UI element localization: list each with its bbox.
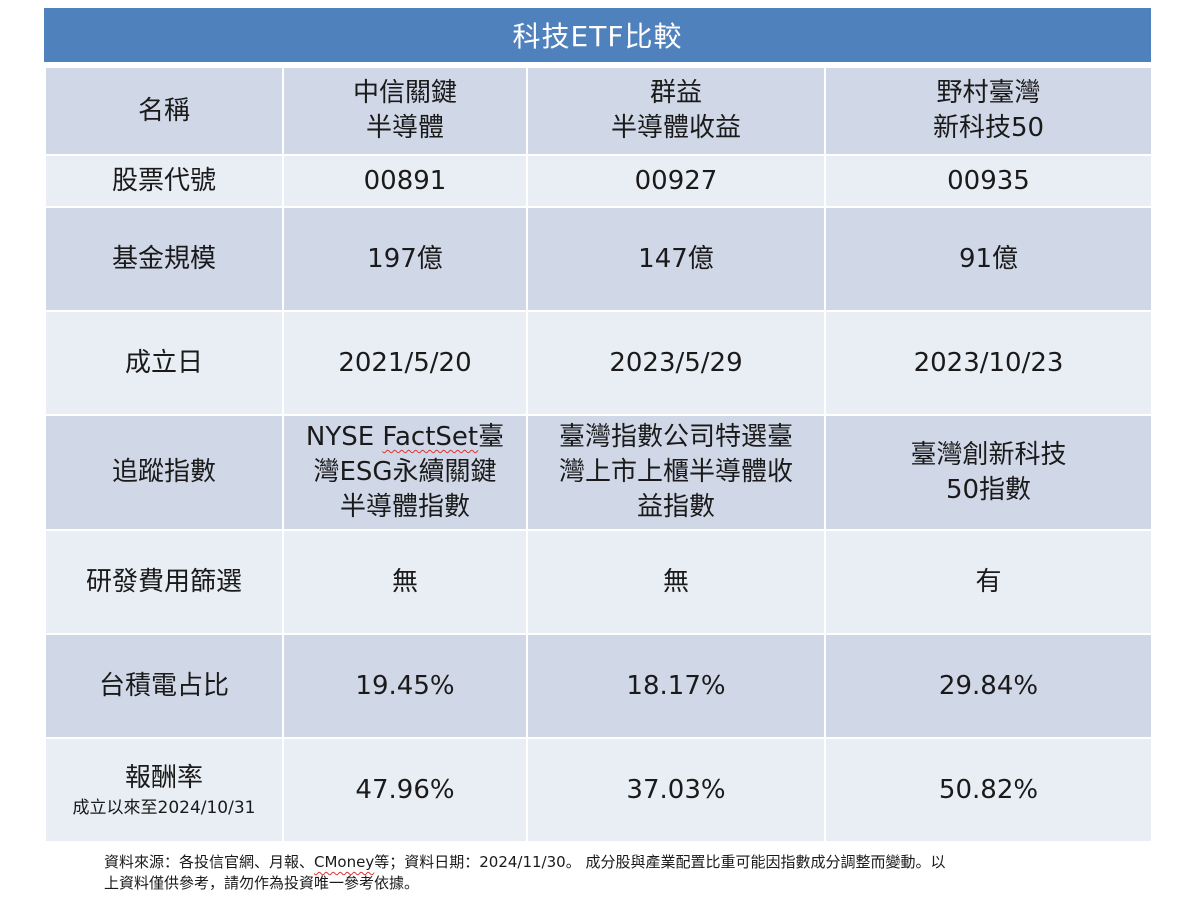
row-label-return: 報酬率 成立以來至2024/10/31: [44, 737, 284, 843]
etf-comparison-table: 名稱 中信關鍵 半導體 群益 半導體收益 野村臺灣 新科技50 股票代號 008…: [44, 66, 1153, 843]
fund-name-line1: 野村臺灣: [936, 78, 1041, 108]
return-sublabel: 成立以來至2024/10/31: [72, 797, 256, 818]
table-row-inception: 成立日 2021/5/20 2023/5/29 2023/10/23: [44, 310, 1153, 416]
table-cell: 臺灣指數公司特選臺 灣上市上櫃半導體收 益指數: [526, 414, 826, 531]
index-prefix: NYSE: [305, 422, 383, 452]
table-cell: 19.45%: [282, 633, 528, 739]
table-cell: 00927: [526, 154, 826, 208]
table-cell: 有: [824, 529, 1153, 635]
table-cell: 47.96%: [282, 737, 528, 843]
table-cell: NYSE FactSet臺 灣ESG永續關鍵 半導體指數: [282, 414, 528, 531]
fund-name-line2: 半導體收益: [610, 113, 741, 143]
table-row-rd-screen: 研發費用篩選 無 無 有: [44, 529, 1153, 635]
table-title: 科技ETF比較: [44, 8, 1151, 62]
fund-name-cell: 中信關鍵 半導體: [282, 66, 528, 156]
fund-name-line2: 新科技50: [932, 113, 1045, 143]
table-cell: 臺灣創新科技 50指數: [824, 414, 1153, 531]
index-line2: 灣上市上櫃半導體收: [558, 457, 793, 487]
table-cell: 29.84%: [824, 633, 1153, 739]
table-row-index: 追蹤指數 NYSE FactSet臺 灣ESG永續關鍵 半導體指數 臺灣指數公司…: [44, 414, 1153, 531]
table-row-tsmc-weight: 台積電占比 19.45% 18.17% 29.84%: [44, 633, 1153, 739]
table-cell: 2021/5/20: [282, 310, 528, 416]
table-cell: 00891: [282, 154, 528, 208]
footnote-line2: 上資料僅供參考，請勿作為投資唯一參考依據。: [104, 874, 420, 892]
row-label-name: 名稱: [44, 66, 284, 156]
index-line1: NYSE FactSet臺: [290, 420, 520, 455]
row-label-tsmc-weight: 台積電占比: [44, 633, 284, 739]
table-row-size: 基金規模 197億 147億 91億: [44, 206, 1153, 312]
table-cell: 00935: [824, 154, 1153, 208]
table-cell: 37.03%: [526, 737, 826, 843]
source-footnote: 資料來源：各投信官網、月報、CMoney等；資料日期：2024/11/30。 成…: [104, 852, 1104, 894]
row-label-size: 基金規模: [44, 206, 284, 312]
row-label-inception: 成立日: [44, 310, 284, 416]
index-line3: 半導體指數: [339, 492, 470, 522]
index-line1: 臺灣指數公司特選臺: [558, 422, 793, 452]
table-cell: 無: [526, 529, 826, 635]
table-cell: 18.17%: [526, 633, 826, 739]
row-label-code: 股票代號: [44, 154, 284, 208]
fund-name-line2: 半導體: [365, 113, 444, 143]
table-row-code: 股票代號 00891 00927 00935: [44, 154, 1153, 208]
fund-name-cell: 群益 半導體收益: [526, 66, 826, 156]
table-cell: 197億: [282, 206, 528, 312]
fund-name-line1: 群益: [649, 78, 702, 108]
fund-name-cell: 野村臺灣 新科技50: [824, 66, 1153, 156]
footnote-part2: 等；資料日期：2024/11/30。 成分股與產業配置比重可能因指數成分調整而變…: [374, 853, 946, 871]
table-cell: 147億: [526, 206, 826, 312]
table-row-name: 名稱 中信關鍵 半導體 群益 半導體收益 野村臺灣 新科技50: [44, 66, 1153, 156]
table-cell: 無: [282, 529, 528, 635]
row-label-index: 追蹤指數: [44, 414, 284, 531]
table-cell: 2023/10/23: [824, 310, 1153, 416]
index-line1-rest: 臺: [478, 422, 505, 452]
table-row-return: 報酬率 成立以來至2024/10/31 47.96% 37.03% 50.82%: [44, 737, 1153, 843]
index-factset: FactSet: [382, 422, 479, 452]
index-line2: 灣ESG永續關鍵: [313, 457, 497, 487]
footnote-cmoney: CMoney: [314, 853, 375, 871]
index-line1: 臺灣創新科技: [910, 439, 1067, 470]
footnote-line1: 資料來源：各投信官網、月報、CMoney等；資料日期：2024/11/30。 成…: [104, 852, 1104, 873]
row-label-rd-screen: 研發費用篩選: [44, 529, 284, 635]
index-line3: 益指數: [636, 492, 715, 522]
table-cell: 2023/5/29: [526, 310, 826, 416]
fund-name-line1: 中信關鍵: [352, 78, 457, 108]
index-line2: 50指數: [945, 474, 1032, 505]
table-cell: 50.82%: [824, 737, 1153, 843]
table-cell: 91億: [824, 206, 1153, 312]
footnote-part1: 資料來源：各投信官網、月報、: [104, 853, 315, 871]
return-label: 報酬率: [124, 762, 203, 793]
